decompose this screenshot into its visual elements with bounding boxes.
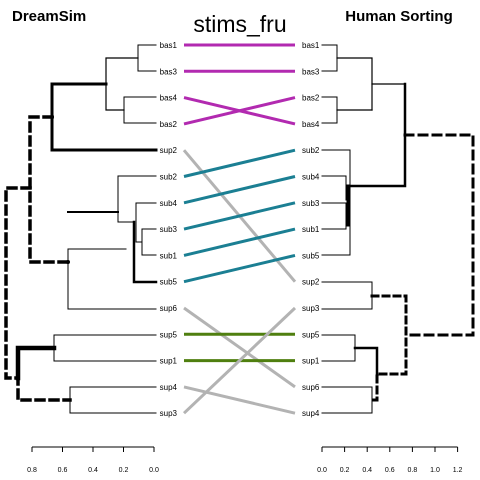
right-leaf-label: sub5 (302, 251, 320, 260)
left-dendrogram (4, 44, 158, 414)
right-leaf-label: sup5 (302, 330, 320, 339)
right-axis-tick-label: 1.2 (453, 467, 463, 474)
right-branch-root (403, 133, 475, 337)
right-axis-tick-label: 0.4 (362, 467, 372, 474)
left-leaf-labels: bas1 bas3 bas4 bas2 sup2 sub2 sub4 sub3 sub1 sub5… (160, 41, 178, 418)
left-branch-bas-sup2 (50, 82, 158, 152)
right-leaf-label: bas2 (302, 94, 320, 103)
right-branch-bas-sub (348, 82, 407, 188)
left-leaf-label: sub3 (160, 225, 178, 234)
right-branch-bas1-bas3 (321, 44, 338, 72)
right-branch-sup5-sup1 (321, 334, 356, 362)
right-axis-tick-label: 0.8 (408, 467, 418, 474)
right-leaf-label: sup2 (302, 278, 320, 287)
right-axis-tick-label: 0.0 (317, 467, 327, 474)
left-leaf-label: bas3 (160, 67, 178, 76)
right-branch-bas2-bas4 (321, 96, 338, 124)
right-axis-tick-label: 0.2 (340, 467, 350, 474)
connector-sup3 (182, 306, 297, 415)
left-leaf-label: sub4 (160, 199, 178, 208)
right-leaf-label: sup1 (302, 357, 320, 366)
connector-sub3 (183, 201, 296, 231)
right-branch-sub4 (321, 175, 347, 201)
connector-sub1 (183, 227, 296, 257)
left-leaf-label: sup3 (160, 409, 178, 418)
right-branch-sub2 (321, 149, 351, 213)
right-branch-sup-dashed (370, 294, 408, 402)
right-leaf-label: bas1 (302, 41, 320, 50)
right-leaf-label: sup3 (302, 304, 320, 313)
left-axis-tick-label: 0.4 (88, 467, 98, 474)
left-leaf-label: bas4 (160, 94, 178, 103)
left-branch-bas1-bas3 (137, 44, 157, 72)
right-leaf-label: sub2 (302, 146, 320, 155)
left-axis-tick-label: 0.8 (27, 467, 37, 474)
left-branch-sub3-sub1 (141, 228, 157, 256)
left-leaf-label: sup2 (160, 146, 178, 155)
right-branch-bas (336, 57, 406, 85)
right-leaf-label: sub4 (302, 173, 320, 182)
left-branch-bas (105, 57, 139, 111)
right-leaf-label: sup4 (302, 409, 320, 418)
connector-sub2 (183, 148, 296, 178)
connector-sup4 (183, 385, 296, 415)
left-axis-tick-label: 0.0 (149, 467, 159, 474)
left-axis-tick-label: 0.6 (58, 467, 68, 474)
right-dendrogram (321, 44, 475, 414)
left-leaf-label: sub1 (160, 251, 178, 260)
left-node-marker (66, 260, 70, 264)
right-axis-tick-label: 1.0 (430, 467, 440, 474)
left-branch-sup4-sup3 (69, 386, 157, 414)
left-branch-sub4 (135, 202, 157, 243)
left-axis: 0.8 0.6 0.4 0.2 0.0 (27, 446, 159, 474)
connector-lines (182, 43, 297, 415)
plot-title: stims_fru (193, 11, 286, 37)
right-leaf-label: bas4 (302, 120, 320, 129)
connector-sup6 (183, 306, 296, 389)
left-leaf-label: sup5 (160, 330, 178, 339)
left-leaf-label: sup1 (160, 357, 178, 366)
right-leaf-label: sub1 (302, 225, 320, 234)
right-leaf-label: sup6 (302, 383, 320, 392)
left-leaf-label: sub2 (160, 173, 178, 182)
left-leaf-label: sub5 (160, 278, 178, 287)
left-axis-tick-label: 0.2 (119, 467, 129, 474)
right-axis-tick-label: 0.6 (385, 467, 395, 474)
connector-bas2 (183, 96, 296, 126)
right-branch-sup6-sup4 (321, 386, 373, 414)
left-leaf-label: bas2 (160, 120, 178, 129)
left-leaf-label: sup4 (160, 383, 178, 392)
right-branch-sup5-sup1-up (353, 346, 379, 376)
left-dendrogram-title: DreamSim (12, 8, 86, 25)
left-branch-bas4-bas2 (123, 96, 157, 124)
left-branch-sub-sup6 (67, 248, 157, 310)
right-axis: 0.0 0.2 0.4 0.6 0.8 1.0 1.2 (317, 446, 463, 474)
left-branch-upper (28, 115, 70, 264)
left-node-marker (16, 376, 20, 380)
left-node-marker (50, 115, 54, 119)
left-branch-root (4, 186, 72, 402)
right-leaf-label: bas3 (302, 67, 320, 76)
left-branch-sup-merge (15, 345, 57, 381)
right-branch-sub3 (321, 202, 347, 230)
right-dendrogram-title: Human Sorting (345, 8, 453, 25)
right-branch-sub5 (321, 211, 351, 256)
right-branch-sup2-sup3 (321, 281, 373, 310)
left-leaf-label: sup6 (160, 304, 178, 313)
connector-sub4 (183, 175, 296, 205)
left-branch-sub5 (132, 220, 158, 284)
left-branch-sup5-sup1 (53, 334, 157, 362)
right-leaf-label: sub3 (302, 199, 320, 208)
left-branch-sub2 (117, 175, 157, 223)
right-leaf-labels: bas1 bas3 bas2 bas4 sub2 sub4 sub3 sub1 sub5 sup2… (302, 41, 320, 418)
left-leaf-label: bas1 (160, 41, 178, 50)
connector-sub5 (183, 253, 296, 284)
